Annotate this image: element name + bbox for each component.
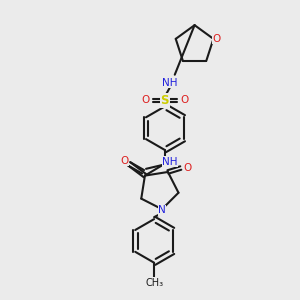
Text: O: O (184, 163, 192, 173)
Text: O: O (141, 95, 149, 106)
Text: NH: NH (162, 78, 178, 88)
Text: N: N (158, 205, 166, 215)
Text: O: O (212, 34, 220, 44)
Text: O: O (120, 156, 128, 166)
Text: S: S (160, 94, 169, 107)
Text: NH: NH (162, 157, 178, 167)
Text: O: O (120, 156, 128, 166)
Text: CH₃: CH₃ (145, 278, 163, 287)
Text: O: O (181, 95, 189, 106)
